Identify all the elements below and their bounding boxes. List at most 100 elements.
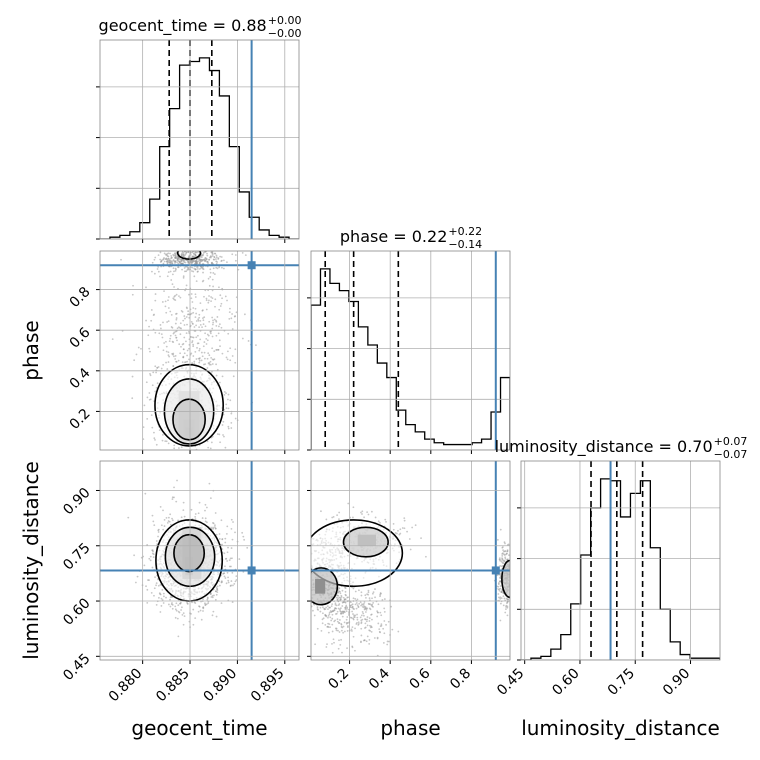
sample-point — [498, 596, 500, 599]
sample-point — [226, 525, 229, 528]
sample-point — [202, 319, 205, 322]
sample-point — [146, 588, 149, 591]
sample-point — [403, 527, 406, 530]
contour-line — [173, 533, 206, 573]
sample-point — [192, 311, 195, 314]
sample-point — [354, 649, 356, 652]
sample-point — [183, 261, 186, 264]
sample-point — [161, 301, 164, 303]
sample-point — [165, 345, 168, 348]
sample-point — [181, 343, 184, 346]
sample-point — [204, 517, 207, 520]
sample-point — [169, 337, 172, 340]
sample-point — [199, 319, 202, 322]
sample-point — [181, 258, 184, 261]
sample-point — [192, 608, 195, 611]
contour-line — [176, 251, 202, 260]
sample-point — [207, 602, 210, 605]
sample-point — [174, 256, 177, 259]
sample-point — [356, 616, 359, 619]
sample-point — [370, 510, 373, 513]
sample-point — [157, 254, 160, 257]
sample-point — [174, 608, 177, 611]
sample-point — [214, 258, 217, 260]
sample-point — [198, 605, 200, 608]
sample-point — [399, 532, 402, 535]
sample-point — [344, 606, 347, 609]
sample-point — [309, 620, 311, 622]
sample-point — [145, 585, 147, 588]
sample-point — [338, 622, 340, 624]
sample-point — [337, 594, 340, 597]
sample-point — [167, 299, 169, 302]
sample-point — [513, 590, 515, 592]
sample-point — [167, 271, 170, 274]
sample-point — [224, 446, 227, 449]
sample-point — [297, 616, 299, 618]
contour-line — [342, 526, 389, 558]
sample-point — [344, 586, 346, 589]
panel-plot-area — [521, 461, 720, 660]
sample-point — [214, 527, 217, 530]
sample-point — [294, 558, 296, 560]
sample-point — [215, 374, 218, 377]
sample-point — [198, 268, 201, 270]
sample-point — [181, 262, 184, 265]
sample-point — [195, 245, 197, 247]
sample-point — [366, 607, 369, 610]
sample-point — [244, 254, 247, 256]
sample-point — [176, 244, 178, 246]
sample-point — [194, 268, 197, 270]
sample-point — [218, 308, 221, 311]
sample-point — [360, 594, 363, 597]
sample-point — [198, 501, 201, 504]
sample-point — [186, 323, 188, 326]
sample-point — [356, 613, 358, 616]
sample-point — [198, 235, 200, 237]
sample-point — [170, 256, 173, 259]
sample-point — [230, 317, 233, 320]
sample-point — [173, 468, 175, 470]
sample-point — [339, 607, 342, 610]
sample-point — [208, 258, 211, 261]
sample-point — [503, 597, 506, 600]
sample-point — [199, 247, 201, 249]
sample-point — [211, 251, 213, 254]
sample-point — [169, 598, 171, 601]
panel-frame — [99, 250, 300, 451]
tick-label-luminosity_distance: 0.75 — [605, 666, 638, 699]
sample-point — [502, 562, 505, 565]
panel-frame — [99, 460, 300, 661]
sample-point — [231, 313, 234, 315]
sample-point — [344, 598, 347, 601]
sample-point — [221, 375, 224, 378]
sample-point — [512, 575, 514, 577]
panel-plot-area — [100, 235, 299, 470]
sample-point — [163, 290, 165, 293]
sample-point — [201, 517, 204, 519]
sample-point — [383, 598, 386, 600]
sample-point — [197, 342, 200, 345]
sample-point — [180, 327, 182, 330]
sample-point — [147, 334, 150, 337]
sample-point — [296, 518, 298, 520]
sample-point — [167, 442, 170, 445]
sample-point — [181, 614, 184, 616]
sample-point — [148, 579, 150, 582]
title-sup-geocent_time: +0.00 — [268, 14, 302, 27]
sample-point — [307, 585, 309, 587]
sample-point — [161, 599, 164, 601]
sample-point — [165, 258, 168, 260]
sample-point — [171, 248, 173, 250]
sample-point — [194, 251, 197, 254]
sample-point — [308, 576, 310, 578]
sample-point — [197, 318, 200, 321]
sample-point — [355, 623, 358, 625]
sample-point — [302, 581, 304, 583]
sample-point — [198, 347, 201, 350]
x-axis-label-luminosity_distance: luminosity_distance — [521, 716, 720, 740]
sample-point — [161, 336, 164, 339]
sample-point — [133, 359, 136, 362]
sample-point — [337, 647, 340, 650]
sample-point — [222, 420, 225, 423]
